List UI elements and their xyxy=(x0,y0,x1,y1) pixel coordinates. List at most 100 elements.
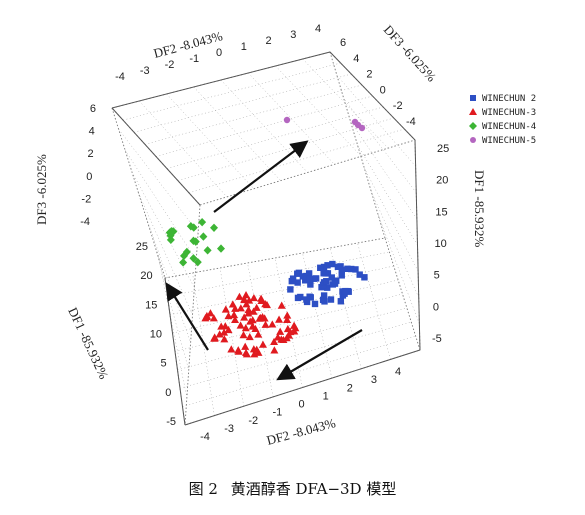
df2-top-tick: -3 xyxy=(140,65,150,77)
df2-bottom-tick: -2 xyxy=(248,415,258,427)
df1-right-label: DF1 -85.932% xyxy=(472,170,487,247)
point-triangle xyxy=(234,346,243,354)
point-diamond xyxy=(179,258,188,267)
point-square xyxy=(289,275,297,282)
arrow-up-left xyxy=(165,282,209,351)
df3-left-tick: 6 xyxy=(90,103,96,115)
point-diamond xyxy=(199,232,208,241)
point-triangle xyxy=(231,304,240,312)
point-square xyxy=(303,296,310,303)
legend: WINECHUN 2 WINECHUN-3 WINECHUN-4 WINECHUN-5 xyxy=(469,94,536,146)
point-triangle xyxy=(244,305,253,314)
legend-label: WINECHUN 2 xyxy=(482,94,536,104)
point-square xyxy=(317,264,324,271)
point-diamond xyxy=(186,222,195,231)
df1-left-tick: -5 xyxy=(166,416,176,428)
point-triangle xyxy=(257,294,266,302)
point-diamond xyxy=(189,254,198,263)
legend-label: WINECHUN-3 xyxy=(482,108,536,118)
df2-bottom-tick: -3 xyxy=(224,423,234,435)
point-triangle xyxy=(220,335,229,343)
point-triangle xyxy=(290,327,299,335)
point-square xyxy=(324,262,331,269)
point-square xyxy=(328,274,335,281)
point-triangle xyxy=(242,350,251,358)
point-triangle xyxy=(228,300,237,308)
point-triangle xyxy=(241,342,250,350)
point-triangle xyxy=(268,320,277,328)
point-square xyxy=(324,284,331,291)
point-triangle xyxy=(290,321,299,329)
point-square xyxy=(287,286,294,293)
point-triangle xyxy=(270,346,279,354)
df1-left-tick: 10 xyxy=(150,329,162,341)
df3-right-tick: 2 xyxy=(366,69,372,81)
df2-top-tick: -2 xyxy=(165,59,175,71)
df2-bottom-tick: -1 xyxy=(272,407,282,419)
caption-text: 黄酒醇香 DFA−3D 模型 xyxy=(230,480,397,498)
point-square xyxy=(321,298,328,305)
df3-right-tick: 6 xyxy=(340,37,346,49)
plot-frame xyxy=(111,51,421,426)
df2-top-tick: 2 xyxy=(265,35,271,47)
trend-arrows xyxy=(165,140,363,381)
df3-right-label: DF3 -6.025% xyxy=(381,22,440,85)
point-triangle xyxy=(235,292,244,300)
point-square xyxy=(338,272,345,279)
df2-bottom-tick: 4 xyxy=(395,366,401,378)
point-triangle xyxy=(236,304,245,312)
point-triangle xyxy=(270,337,279,345)
point-triangle xyxy=(202,311,211,320)
df2-top-tick: -4 xyxy=(115,71,125,83)
point-diamond xyxy=(203,246,212,255)
point-triangle xyxy=(206,309,215,317)
df2-bottom-tick: 1 xyxy=(323,390,329,402)
point-triangle xyxy=(283,315,292,323)
point-square xyxy=(311,300,319,308)
point-triangle xyxy=(239,331,248,339)
point-square xyxy=(361,274,368,281)
df3-left-tick: 0 xyxy=(86,171,92,183)
df1-left-tick: 5 xyxy=(161,358,167,370)
point-square xyxy=(342,287,349,295)
point-diamond xyxy=(193,257,202,267)
point-square xyxy=(356,271,363,278)
point-square xyxy=(302,277,309,284)
arrow-up-right xyxy=(213,140,309,213)
legend-label: WINECHUN-4 xyxy=(482,122,536,132)
point-triangle xyxy=(276,327,285,335)
point-diamond xyxy=(166,235,175,245)
point-triangle xyxy=(261,320,270,328)
plot-grid xyxy=(118,58,420,416)
legend-label: WINECHUN-5 xyxy=(482,136,536,146)
point-square xyxy=(323,278,330,285)
point-square xyxy=(295,269,303,277)
point-diamond xyxy=(189,236,198,246)
point-triangle xyxy=(236,321,245,329)
point-square xyxy=(306,275,313,283)
df1-right-tick: 5 xyxy=(434,270,440,282)
arrow-down-left xyxy=(276,329,363,381)
point-triangle xyxy=(279,335,288,344)
df2-top-label: DF2 -8.043% xyxy=(152,28,224,61)
axis-lines xyxy=(111,51,421,426)
point-triangle xyxy=(227,345,236,353)
df1-right-tick: 10 xyxy=(435,238,447,250)
point-triangle xyxy=(209,314,218,322)
point-diamond xyxy=(210,223,219,232)
point-triangle xyxy=(283,311,292,319)
point-triangle xyxy=(242,291,251,299)
df3-left-tick: -2 xyxy=(81,193,91,205)
point-triangle xyxy=(220,328,229,336)
point-square xyxy=(322,270,329,277)
tick-labels: -4 -3 -2 -1 0 1 2 3 4-4-3-2-101234-4-20246-4-202… xyxy=(80,23,449,443)
caption-figure-number: 图 2 xyxy=(188,480,218,498)
point-triangle xyxy=(230,310,239,319)
point-triangle xyxy=(240,313,249,321)
point-square xyxy=(307,281,314,288)
df2-top-tick: 1 xyxy=(241,41,247,53)
point-diamond xyxy=(182,247,191,257)
dfa-3d-plot: DF2 -8.043% DF3 -6.025% DF3 -6.025% DF1 … xyxy=(34,22,536,448)
df3-left-tick: -4 xyxy=(80,216,90,228)
point-triangle xyxy=(221,322,230,330)
